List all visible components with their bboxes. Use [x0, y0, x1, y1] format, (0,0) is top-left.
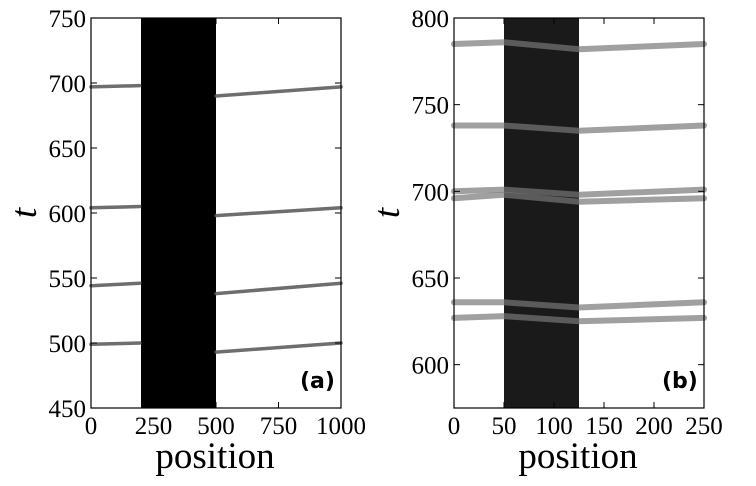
series-trace [451, 39, 707, 53]
x-tick-label: 200 [635, 413, 673, 440]
x-axis-label: position [518, 436, 637, 477]
x-tick-label: 0 [85, 413, 98, 440]
y-tick-label: 700 [412, 179, 450, 206]
series-trace [89, 281, 142, 288]
panel-label: (a) [300, 369, 335, 394]
y-tick-label: 550 [49, 266, 87, 293]
y-tick-label: 500 [49, 331, 87, 358]
series-trace [451, 299, 707, 311]
series-trace [451, 313, 707, 325]
plot-frame [453, 17, 705, 409]
panel-b: 0 50 100 150 200 250 600 650 700 750 800 position t (… [367, 6, 723, 477]
shaded-region [504, 18, 579, 408]
y-tick-label: 750 [49, 6, 87, 33]
series-trace [89, 341, 142, 347]
x-tick-label: 50 [492, 413, 517, 440]
x-tick-label: 250 [135, 413, 173, 440]
series-trace [451, 122, 707, 134]
x-tick-label: 500 [197, 413, 235, 440]
shaded-region [141, 18, 216, 408]
panel-a: 0 250 500 750 1000450500550600650700750posit… [4, 6, 366, 477]
y-tick-label: 700 [49, 71, 87, 98]
x-axis-label: position [155, 436, 274, 477]
x-tick-label: 0 [448, 413, 461, 440]
series-trace [451, 191, 707, 205]
x-tick-label: 1000 [316, 413, 366, 440]
y-tick-label: 750 [412, 93, 450, 120]
y-tick-label: 650 [49, 136, 87, 163]
x-tick-label: 750 [260, 413, 298, 440]
x-tick-label: 100 [535, 413, 573, 440]
y-tick-label: 450 [49, 396, 87, 423]
series-trace [214, 281, 343, 296]
x-tick-label: 150 [585, 413, 623, 440]
y-tick-label: 650 [412, 266, 450, 293]
series-trace [214, 85, 343, 98]
series-trace [214, 341, 343, 354]
series-trace [451, 186, 707, 198]
panel-label: (b) [662, 369, 698, 394]
y-axis-label: t [367, 206, 408, 218]
series-trace [214, 206, 343, 218]
y-tick-label: 800 [412, 6, 450, 33]
y-tick-label: 600 [49, 201, 87, 228]
y-axis-label: t [4, 206, 45, 218]
series-trace [89, 204, 142, 210]
y-tick-label: 600 [412, 353, 450, 380]
x-tick-label: 250 [685, 413, 723, 440]
series-trace [89, 83, 142, 89]
